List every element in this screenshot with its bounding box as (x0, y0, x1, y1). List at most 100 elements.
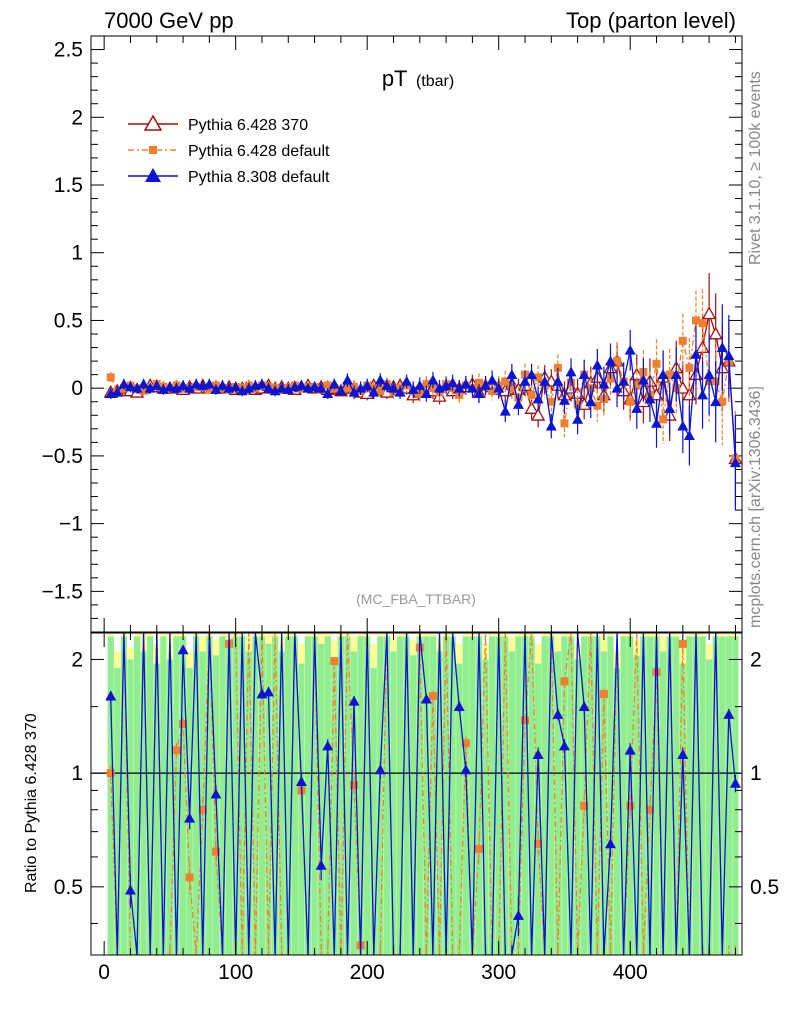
main-point-p8 (493, 382, 505, 393)
ratio-band-green (140, 651, 147, 955)
main-point-p8 (315, 382, 327, 393)
legend-entry-p8: Pythia 8.308 default (128, 168, 330, 186)
mcplots-label: mcplots.cern.ch [arXiv:1306.3436] (747, 386, 764, 628)
main-point-p8 (526, 369, 538, 380)
ratio-plot-area (91, 633, 742, 955)
main-ytick-label: −0.5 (42, 445, 83, 468)
main-point-p6-370 (524, 401, 539, 414)
header-left: 7000 GeV pp (104, 8, 234, 33)
main-point-p8 (210, 384, 222, 394)
ratio-point-p6-default (521, 716, 529, 725)
ratio-point-p8 (552, 708, 564, 719)
ratio-band-green (344, 636, 351, 955)
ratio-ytick-label-left: 2 (71, 648, 83, 671)
main-point-p6-default (507, 384, 516, 393)
ratio-xtick-label: 400 (613, 961, 648, 984)
main-point-p8 (151, 379, 163, 390)
ratio-band-green (364, 636, 371, 955)
main-point-p8 (124, 381, 136, 392)
ratio-point-p8 (322, 740, 334, 751)
ratio-band-green (666, 636, 673, 955)
main-point-p8 (328, 378, 340, 389)
ratio-band-green (245, 651, 252, 955)
main-point-p8 (618, 375, 630, 386)
ratio-ytick-label-left: 0.5 (54, 876, 83, 899)
ratio-band-green (160, 636, 167, 955)
ratio-band-green (692, 636, 700, 955)
main-point-p8 (236, 385, 248, 396)
ratio-band-green (653, 636, 660, 955)
ratio-band-green (410, 655, 417, 955)
main-point-p6-default (474, 378, 483, 387)
ratio-band-green (278, 651, 285, 955)
ratio-band-green (350, 651, 358, 955)
main-point-p6-default (343, 384, 352, 393)
ratio-band-green (265, 643, 272, 955)
ratio-point-p8 (263, 686, 275, 697)
ratio-band-green (416, 636, 423, 955)
ratio-point-p6-default (580, 801, 589, 810)
ratio-band-green (456, 663, 463, 955)
main-point-p8 (269, 385, 281, 396)
ratio-band-green (640, 636, 647, 955)
ratio-band-green (548, 636, 555, 955)
ratio-point-p6-default (172, 746, 181, 755)
main-point-p6-default (547, 397, 556, 406)
ratio-band-green (252, 636, 259, 955)
ratio-band-green (423, 636, 430, 955)
ratio-point-p8 (558, 740, 570, 751)
ratio-band-green (475, 636, 483, 955)
ratio-point-p8 (578, 701, 590, 712)
main-point-p8 (611, 382, 623, 393)
ratio-band-green (337, 636, 345, 955)
plot-title: pT (tbar) (382, 66, 454, 91)
main-point-p8 (545, 420, 557, 431)
main-point-p8 (539, 375, 551, 386)
ratio-point-p8 (453, 701, 465, 712)
ratio-band-green (429, 636, 437, 955)
main-point-p8 (624, 344, 636, 355)
ratio-band-green (495, 636, 502, 955)
ratio-band-green (311, 636, 318, 955)
main-point-p8 (131, 382, 143, 393)
main-point-p8 (572, 413, 584, 424)
ratio-band-green (173, 636, 180, 955)
main-point-p8 (256, 378, 268, 389)
ratio-point-p6-default (428, 692, 437, 701)
main-point-p6-default (665, 370, 674, 379)
main-ytick-label: 1.5 (54, 174, 83, 197)
ratio-point-p8 (420, 693, 432, 704)
ratio-band-green (271, 636, 279, 955)
main-point-p8 (230, 381, 242, 392)
ratio-band-green (488, 636, 496, 955)
main-point-p8 (716, 342, 728, 352)
main-point-p8 (427, 374, 439, 385)
main-point-p6-default (632, 381, 641, 390)
ratio-band-green (166, 659, 174, 955)
main-point-p8 (361, 379, 373, 390)
main-point-p8 (447, 377, 459, 388)
ratio-band-green (232, 636, 239, 955)
ratio-band-green (304, 636, 312, 955)
ratio-band-green (719, 636, 726, 955)
ratio-band-green (127, 659, 134, 955)
ratio-xtick-label: 200 (350, 961, 385, 984)
ratio-panel: 0.5 0.5 1 1 2 2 0 100 200 300 400 (54, 632, 779, 984)
ratio-point-p8 (729, 777, 741, 788)
main-point-p8 (710, 396, 722, 407)
legend-entry-p6-default: Pythia 6.428 default (128, 143, 330, 160)
main-point-p8 (309, 381, 321, 392)
ratio-point-p8 (177, 644, 189, 655)
main-point-p8 (651, 417, 663, 428)
main-point-p8 (164, 381, 176, 392)
main-point-p8 (723, 350, 735, 361)
ratio-band-green (633, 655, 640, 955)
main-point-p8 (499, 405, 511, 416)
main-ytick-label: −1.5 (42, 580, 83, 603)
main-point-p8 (282, 384, 294, 394)
main-point-p6-370 (702, 306, 717, 320)
ratio-band-green (153, 663, 160, 955)
main-point-p8 (585, 396, 597, 407)
main-point-p8 (348, 386, 360, 397)
